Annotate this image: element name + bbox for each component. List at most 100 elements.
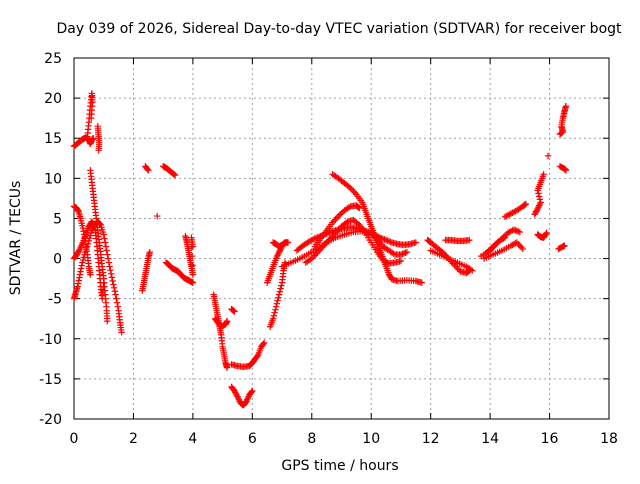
grid xyxy=(74,58,609,419)
y-tick-label: -10 xyxy=(39,332,62,348)
data-point xyxy=(488,244,495,252)
data-point xyxy=(543,229,550,237)
data-point xyxy=(270,312,278,319)
data-point xyxy=(90,222,98,229)
data-point xyxy=(113,295,120,302)
data-point xyxy=(310,236,317,243)
x-tick-label: 2 xyxy=(129,431,138,447)
data-point xyxy=(110,281,117,288)
data-point xyxy=(278,282,285,289)
data-point xyxy=(171,171,178,178)
data-segment-seg-l xyxy=(162,259,197,286)
data-point xyxy=(229,307,237,314)
data-segment-seg-w xyxy=(278,228,411,270)
data-point xyxy=(562,102,570,110)
data-point xyxy=(109,277,116,285)
data-point xyxy=(171,171,179,179)
data-point xyxy=(232,389,239,396)
data-point xyxy=(512,240,519,247)
data-point xyxy=(90,135,97,142)
data-points xyxy=(70,90,570,409)
data-point xyxy=(532,209,539,217)
data-point xyxy=(403,248,411,256)
data-point xyxy=(542,230,550,238)
data-point xyxy=(402,249,409,256)
x-tick-label: 14 xyxy=(481,431,499,447)
data-point xyxy=(102,243,110,250)
data-point xyxy=(485,247,492,254)
data-point xyxy=(532,208,540,215)
data-point xyxy=(412,239,420,246)
data-point xyxy=(469,267,476,274)
data-point xyxy=(379,235,387,243)
data-point xyxy=(387,238,394,246)
data-point xyxy=(385,238,393,245)
data-point xyxy=(397,257,405,265)
data-point xyxy=(510,226,518,233)
data-point xyxy=(501,234,509,241)
data-point xyxy=(400,250,408,257)
x-tick-label: 16 xyxy=(541,431,559,447)
data-segment-seg-o xyxy=(211,315,231,330)
data-segment-seg-z xyxy=(329,171,425,286)
data-segment-seg-af xyxy=(483,234,509,256)
data-point xyxy=(397,251,405,258)
y-tick-label: 10 xyxy=(44,171,62,187)
x-tick-label: 0 xyxy=(70,431,79,447)
data-point xyxy=(254,352,261,360)
data-segment-seg-m xyxy=(182,232,197,278)
data-segment-seg-r xyxy=(228,383,256,409)
data-point xyxy=(269,315,277,322)
data-point xyxy=(338,210,345,217)
data-segment-seg-g xyxy=(87,167,111,325)
data-segment-seg-ab xyxy=(427,247,476,274)
data-point xyxy=(274,297,281,304)
data-point xyxy=(114,303,122,310)
data-point xyxy=(466,236,473,244)
data-segment-seg-ac xyxy=(442,236,473,245)
data-point xyxy=(107,270,115,277)
data-point xyxy=(276,288,284,295)
data-point xyxy=(272,303,280,310)
data-point xyxy=(108,274,116,281)
data-point xyxy=(284,239,292,246)
x-axis-label: GPS time / hours xyxy=(281,458,398,474)
data-point xyxy=(515,228,522,235)
x-tick-label: 18 xyxy=(600,431,618,447)
data-point xyxy=(491,241,498,249)
data-point xyxy=(512,227,519,234)
data-point xyxy=(145,167,152,174)
data-point xyxy=(521,201,529,208)
data-point xyxy=(76,247,83,254)
data-point xyxy=(73,251,81,258)
data-point xyxy=(248,388,255,396)
data-point xyxy=(513,227,521,235)
data-point xyxy=(100,231,107,238)
data-segment-seg-ae xyxy=(480,239,527,262)
data-point xyxy=(531,211,538,218)
data-point xyxy=(82,246,90,253)
data-point xyxy=(113,299,121,306)
data-point xyxy=(516,228,524,236)
data-point xyxy=(378,235,385,242)
data-point xyxy=(233,391,240,399)
data-point xyxy=(95,147,102,154)
y-tick-label: 0 xyxy=(53,252,62,268)
data-point xyxy=(112,291,119,298)
data-point xyxy=(102,239,109,246)
data-point xyxy=(107,266,114,274)
data-point xyxy=(354,220,362,227)
data-point xyxy=(335,212,342,220)
data-segment-seg-a xyxy=(70,134,97,150)
data-point xyxy=(118,329,125,336)
data-point xyxy=(103,247,110,254)
y-tick-label: 20 xyxy=(44,91,62,107)
data-point xyxy=(105,259,113,266)
data-point xyxy=(82,248,89,256)
data-point xyxy=(418,279,425,286)
x-tick-label: 10 xyxy=(362,431,380,447)
data-point xyxy=(74,249,81,257)
y-tick-label: 25 xyxy=(44,51,62,67)
data-point xyxy=(390,250,397,257)
data-segment-seg-ai xyxy=(534,229,550,241)
